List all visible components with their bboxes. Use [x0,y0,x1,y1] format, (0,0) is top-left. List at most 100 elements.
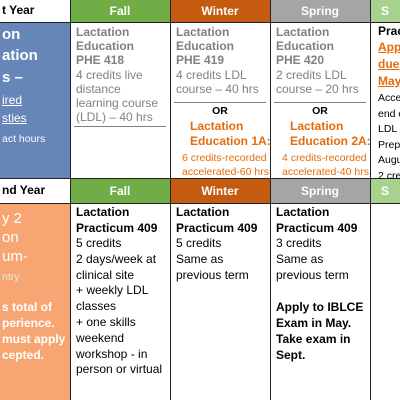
course-details: + one skills [76,315,136,329]
side-text: act hours [2,133,46,145]
course-name: Practicum 409 [76,220,158,235]
side-text: y 2 [2,210,23,227]
side-text: um- [2,248,28,265]
course-name: PHE 420 [276,53,325,67]
alt-course-details: 6 credits-recorded [182,152,267,164]
fall-header [70,0,170,22]
side-text: sties [2,111,27,125]
course-details: Acce [378,92,400,104]
course-details: (LDL) – 40 hrs [76,110,153,124]
winter-header [170,178,270,203]
year-heading: nd Year [2,183,46,197]
summer-header [370,0,400,22]
course-details: Same as [276,251,324,266]
course-name: Practicum 409 [276,220,358,235]
alt-course-name: Education 2A: [290,134,371,148]
year1-side [0,22,70,178]
alt-course-details: accelerated-40 hrs [282,166,369,178]
course-name: Lactation [76,25,130,39]
term-header: S [380,184,389,198]
course-name: PHE 419 [176,53,225,67]
course-details: person or virtual [76,362,163,377]
alt-course-details: accelerated-60 hrs [182,166,269,178]
or-label: OR [312,105,328,117]
course-details: LDL C [378,123,400,135]
course-details: distance [76,82,121,96]
divider [74,126,166,127]
course-name: Lactation [176,205,230,219]
course-details: Prep [378,138,400,151]
term-header: Winter [201,184,239,198]
side-text: ired [2,93,23,107]
course-details: 4 credits live [76,68,143,82]
side-requirement: perience. [2,316,55,330]
side-text: s – [2,69,23,86]
course-details: 2 days/week at [76,251,157,266]
divider [274,102,366,103]
exam-note: Take exam in [276,332,351,346]
fall-header [70,178,170,203]
course-details: + weekly LDL [76,283,149,298]
winter-header [170,0,270,22]
spring-header [270,178,370,203]
side-text: on [2,229,19,246]
course-details: end c [378,107,400,120]
side-requirement: s total of [2,300,52,314]
side-text: ation [2,47,38,64]
course-name: Practi [378,24,400,38]
or-label: OR [212,105,228,117]
term-header: S [380,4,389,18]
course-name: Lactation [176,25,230,39]
course-name: PHE 418 [76,53,125,67]
course-details: 5 credits [76,236,122,250]
apply-note: due [378,57,400,71]
course-details: previous term [176,267,249,282]
course-name: Education [276,39,335,53]
course-details: 2 credits LDL [276,68,347,82]
border [0,22,400,23]
year-heading: t Year [2,3,35,17]
side-text: on [2,26,21,43]
border [270,0,271,400]
course-details: Augu [378,154,400,166]
course-details: previous term [276,267,349,282]
exam-note: Exam in May. [276,316,352,330]
side-requirement: must apply [2,332,66,346]
course-name: Practicum 409 [176,220,258,235]
border [170,0,171,400]
term-header: Spring [301,4,339,18]
course-details: clinical site [76,267,135,282]
course-details: weekend [76,330,125,345]
course-details: Same as [176,251,224,266]
term-header: Fall [109,4,131,18]
alt-course-name: Lactation [290,119,344,133]
exam-note: Sept. [276,348,306,362]
term-header: Fall [109,184,131,198]
side-note: ntry [2,271,20,283]
border [70,0,71,400]
border [0,203,400,204]
border [0,178,400,179]
alt-course-name: Lactation [190,119,244,133]
course-details: course – 20 hrs [276,82,359,96]
course-details: 5 credits [176,236,222,250]
apply-note: Appl [378,40,400,54]
course-details: 2 cre [378,169,400,182]
year2-side [0,203,70,400]
course-name: Education [176,39,235,53]
alt-course-details: 4 credits-recorded [282,152,367,164]
divider [174,102,266,103]
course-details: 4 credits LDL [176,68,247,82]
course-name: Lactation [276,205,330,219]
term-header: Spring [301,184,339,198]
alt-course-name: Education 1A: [190,134,271,148]
course-details: classes [76,299,117,314]
apply-note: May [378,74,400,88]
side-requirement: cepted. [2,348,45,362]
course-details: course – 40 hrs [176,82,259,96]
course-name: Education [76,39,135,53]
course-details: workshop - in [76,346,148,361]
course-details: 3 credits [276,236,322,250]
exam-note: Apply to IBLCE [276,300,364,314]
